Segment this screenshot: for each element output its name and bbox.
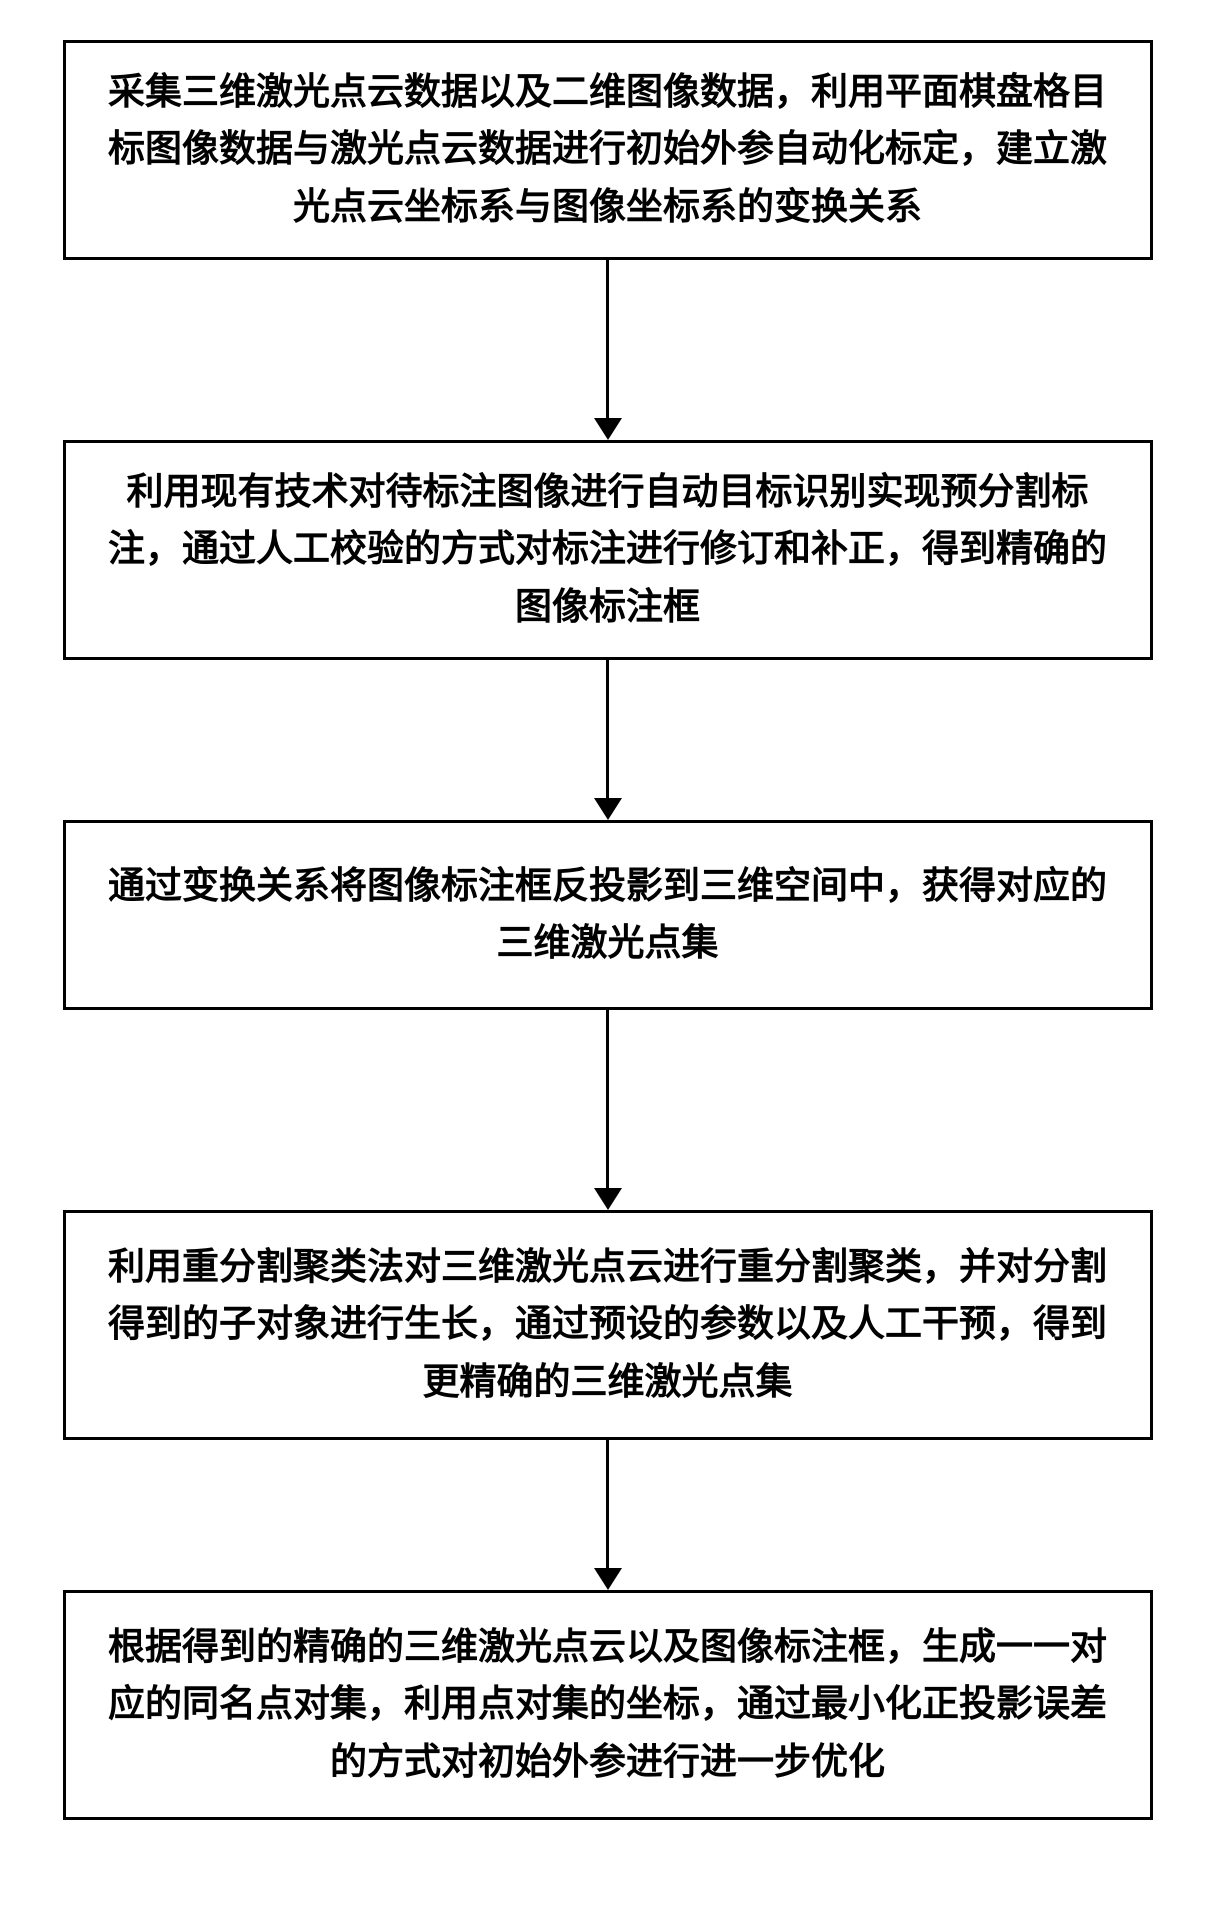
flowchart-container: 采集三维激光点云数据以及二维图像数据，利用平面棋盘格目标图像数据与激光点云数据进… — [60, 40, 1155, 1820]
arrow-2-line — [606, 660, 609, 798]
arrow-1-head — [594, 418, 622, 440]
arrow-4-line — [606, 1440, 609, 1568]
arrow-2 — [594, 660, 622, 820]
arrow-1 — [594, 260, 622, 440]
step-3-text: 通过变换关系将图像标注框反投影到三维空间中，获得对应的三维激光点集 — [106, 858, 1110, 973]
flowchart-step-1: 采集三维激光点云数据以及二维图像数据，利用平面棋盘格目标图像数据与激光点云数据进… — [63, 40, 1153, 260]
step-4-text: 利用重分割聚类法对三维激光点云进行重分割聚类，并对分割得到的子对象进行生长，通过… — [106, 1239, 1110, 1411]
arrow-3-head — [594, 1188, 622, 1210]
flowchart-step-3: 通过变换关系将图像标注框反投影到三维空间中，获得对应的三维激光点集 — [63, 820, 1153, 1010]
arrow-3 — [594, 1010, 622, 1210]
flowchart-step-2: 利用现有技术对待标注图像进行自动目标识别实现预分割标注，通过人工校验的方式对标注… — [63, 440, 1153, 660]
flowchart-step-5: 根据得到的精确的三维激光点云以及图像标注框，生成一一对应的同名点对集，利用点对集… — [63, 1590, 1153, 1820]
step-1-text: 采集三维激光点云数据以及二维图像数据，利用平面棋盘格目标图像数据与激光点云数据进… — [106, 64, 1110, 236]
arrow-4-head — [594, 1568, 622, 1590]
arrow-2-head — [594, 798, 622, 820]
step-5-text: 根据得到的精确的三维激光点云以及图像标注框，生成一一对应的同名点对集，利用点对集… — [106, 1619, 1110, 1791]
arrow-3-line — [606, 1010, 609, 1188]
flowchart-step-4: 利用重分割聚类法对三维激光点云进行重分割聚类，并对分割得到的子对象进行生长，通过… — [63, 1210, 1153, 1440]
arrow-1-line — [606, 260, 609, 418]
arrow-4 — [594, 1440, 622, 1590]
step-2-text: 利用现有技术对待标注图像进行自动目标识别实现预分割标注，通过人工校验的方式对标注… — [106, 464, 1110, 636]
